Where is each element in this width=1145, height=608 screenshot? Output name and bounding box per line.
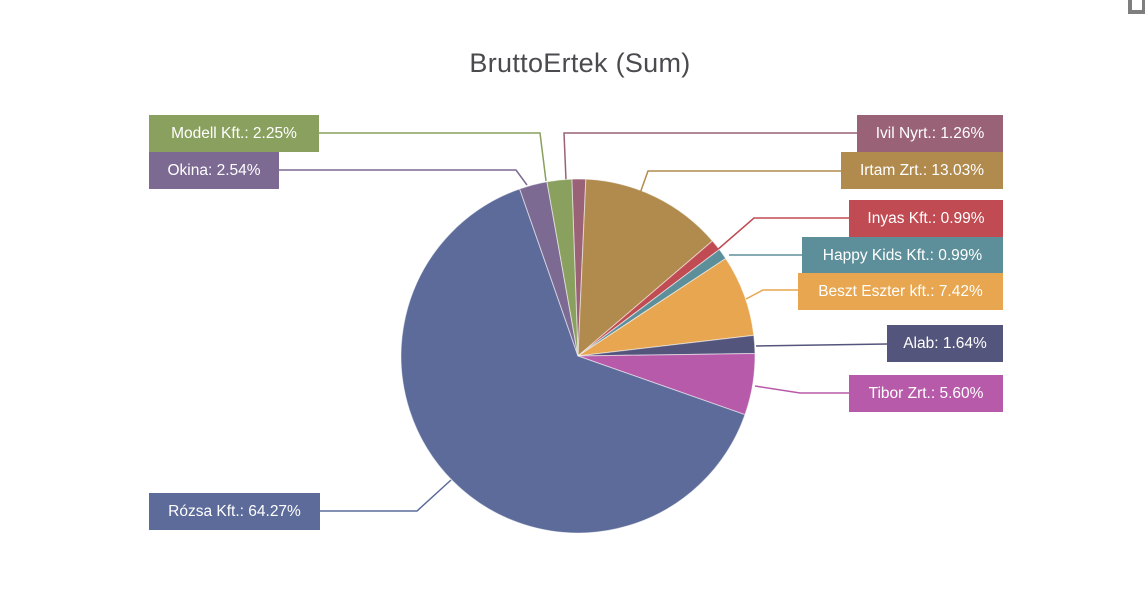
pie-slice-modell-kft[interactable]: [546, 178, 579, 357]
leader-line-6: [754, 385, 849, 394]
pie-slice-r-zsa-kft[interactable]: [400, 188, 746, 534]
callout-label-ivil-nyrt: Ivil Nyrt.: 1.26%: [857, 115, 1003, 152]
callout-text: Ivil Nyrt.: 1.26%: [875, 124, 985, 142]
leader-line-8: [279, 169, 528, 186]
callout-label-irtam-zrt: Irtam Zrt.: 13.03%: [841, 152, 1003, 189]
callout-label-happy-kids-kft: Happy Kids Kft.: 0.99%: [802, 237, 1003, 274]
callout-text: Irtam Zrt.: 13.03%: [859, 161, 985, 179]
leader-line-4: [745, 289, 798, 300]
callout-text: Tibor Zrt.: 5.60%: [868, 384, 984, 402]
leader-line-2: [715, 217, 849, 252]
leader-line-5: [755, 343, 888, 347]
callout-text: Happy Kids Kft.: 0.99%: [822, 246, 983, 264]
callout-label-beszt-eszter-kft: Beszt Eszter kft.: 7.42%: [798, 273, 1003, 310]
chart-title: BruttoErtek (Sum): [469, 48, 691, 78]
leader-line-7: [320, 479, 452, 512]
callout-label-tibor-zrt: Tibor Zrt.: 5.60%: [849, 375, 1003, 412]
callout-label-inyas-kft: Inyas Kft.: 0.99%: [849, 200, 1003, 237]
leader-line-0: [563, 132, 857, 181]
leader-line-1: [637, 170, 841, 200]
callout-text: Okina: 2.54%: [167, 161, 261, 179]
callout-text: Rózsa Kft.: 64.27%: [168, 502, 301, 520]
callout-text: Modell Kft.: 2.25%: [171, 124, 297, 142]
callout-text: Alab: 1.64%: [903, 334, 987, 352]
callout-text: Beszt Eszter kft.: 7.42%: [818, 282, 983, 300]
callout-label-okina: Okina: 2.54%: [149, 152, 279, 189]
pie-slice-irtam-zrt[interactable]: [577, 178, 714, 358]
focus-mode-corner-icon[interactable]: [1128, 0, 1145, 14]
leader-line-9: [319, 132, 547, 182]
callout-text: Inyas Kft.: 0.99%: [867, 209, 985, 227]
callout-label-rozsa-kft: Rózsa Kft.: 64.27%: [149, 493, 320, 530]
callout-label-alab: Alab: 1.64%: [887, 325, 1003, 362]
callout-label-modell-kft: Modell Kft.: 2.25%: [149, 115, 319, 152]
